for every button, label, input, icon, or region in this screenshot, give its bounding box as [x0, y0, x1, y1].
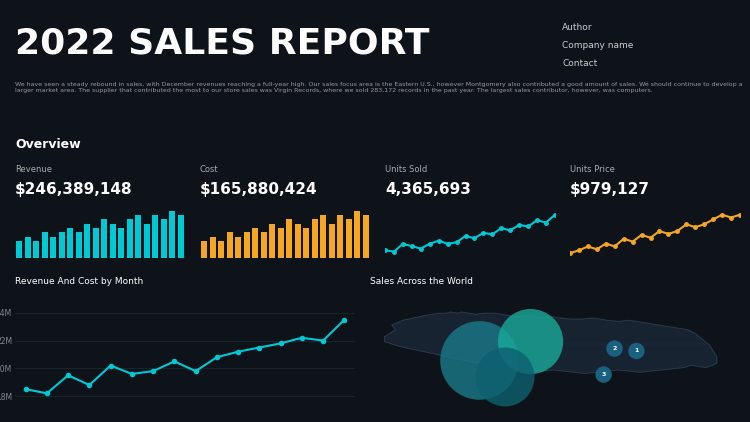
Bar — [178, 215, 184, 258]
Bar — [50, 236, 56, 258]
Bar — [244, 232, 250, 258]
Text: Units Sold: Units Sold — [385, 165, 427, 175]
Text: 1: 1 — [634, 349, 639, 354]
Bar — [110, 224, 116, 258]
Bar — [295, 224, 301, 258]
Bar — [152, 215, 158, 258]
Text: 2022 SALES REPORT: 2022 SALES REPORT — [15, 27, 430, 61]
Bar — [33, 241, 39, 258]
Bar — [312, 219, 318, 258]
Bar — [303, 228, 309, 258]
Bar — [170, 211, 176, 258]
Bar — [25, 236, 31, 258]
Bar — [278, 228, 284, 258]
Bar — [269, 224, 275, 258]
Bar — [346, 219, 352, 258]
Bar — [328, 224, 334, 258]
Bar — [101, 219, 107, 258]
Bar — [320, 215, 326, 258]
Bar — [144, 224, 150, 258]
Point — [473, 357, 485, 364]
Bar — [338, 215, 344, 258]
Text: $979,127: $979,127 — [570, 182, 650, 197]
Bar — [218, 241, 224, 258]
Point — [598, 371, 610, 378]
Text: 4,365,693: 4,365,693 — [385, 182, 471, 197]
Text: We have seen a steady rebound in sales, with December revenues reaching a full-y: We have seen a steady rebound in sales, … — [15, 82, 742, 93]
Polygon shape — [385, 312, 717, 373]
Text: 2: 2 — [612, 346, 616, 351]
Bar — [261, 232, 267, 258]
Text: Contact: Contact — [562, 59, 598, 68]
Point — [499, 373, 511, 380]
Point — [608, 345, 620, 352]
Text: 3: 3 — [602, 372, 606, 377]
Bar — [354, 211, 360, 258]
Bar — [252, 228, 258, 258]
Point — [524, 338, 536, 345]
Point — [631, 348, 643, 354]
Bar — [68, 228, 74, 258]
Bar — [363, 215, 369, 258]
Bar — [201, 241, 207, 258]
Text: Company name: Company name — [562, 41, 634, 50]
Bar — [226, 232, 232, 258]
Bar — [42, 232, 48, 258]
Text: Revenue: Revenue — [15, 165, 52, 175]
Text: Revenue And Cost by Month: Revenue And Cost by Month — [15, 278, 143, 287]
Bar — [84, 224, 90, 258]
Bar — [93, 228, 99, 258]
Bar — [160, 219, 166, 258]
Text: Sales Across the World: Sales Across the World — [370, 278, 473, 287]
Bar — [236, 236, 242, 258]
Bar — [16, 241, 22, 258]
Bar — [135, 215, 141, 258]
Bar — [118, 228, 124, 258]
Text: Units Price: Units Price — [570, 165, 615, 175]
Bar — [210, 236, 216, 258]
Text: Overview: Overview — [15, 138, 81, 151]
Text: Cost: Cost — [200, 165, 219, 175]
Bar — [58, 232, 64, 258]
Bar — [127, 219, 133, 258]
Text: $246,389,148: $246,389,148 — [15, 182, 133, 197]
Text: Author: Author — [562, 23, 592, 32]
Bar — [76, 232, 82, 258]
Bar — [286, 219, 292, 258]
Text: $165,880,424: $165,880,424 — [200, 182, 318, 197]
